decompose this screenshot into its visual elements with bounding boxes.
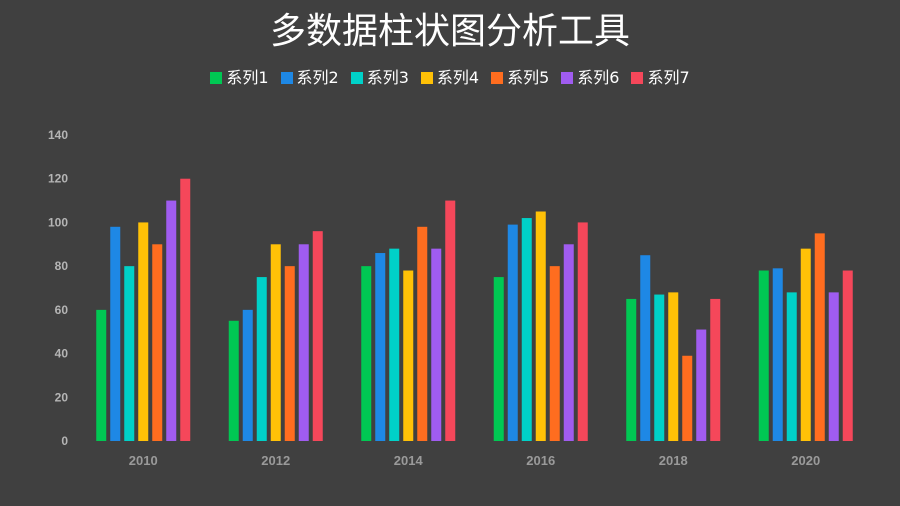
bar	[375, 253, 386, 441]
bar	[124, 266, 135, 441]
bar	[521, 218, 532, 441]
y-tick-label: 80	[55, 259, 69, 273]
bar	[577, 222, 588, 441]
bar	[842, 270, 853, 441]
bar	[96, 309, 107, 441]
bar	[654, 294, 665, 441]
x-tick-label: 2012	[261, 453, 290, 468]
legend-label: 系列4	[436, 68, 480, 87]
legend-label: 系列6	[577, 68, 620, 87]
bar	[828, 292, 839, 441]
bar	[696, 329, 707, 441]
bar	[110, 226, 121, 441]
y-tick-label: 100	[48, 215, 68, 229]
legend-item: 系列6	[561, 68, 619, 88]
x-tick-label: 2010	[129, 453, 158, 468]
x-tick-label: 2014	[394, 453, 424, 468]
legend-label: 系列1	[226, 68, 269, 87]
legend-item: 系列5	[491, 68, 549, 88]
bar	[507, 224, 518, 441]
bar	[640, 255, 651, 441]
bar	[563, 244, 574, 441]
legend-swatch	[561, 72, 574, 84]
legend-label: 系列7	[647, 68, 690, 87]
bar	[772, 268, 783, 441]
chart-title: 多数据柱状图分析工具	[269, 11, 630, 52]
legend-swatch	[631, 72, 644, 84]
bar	[493, 277, 504, 441]
y-tick-label: 120	[48, 172, 68, 186]
bar	[431, 248, 442, 441]
bar	[242, 309, 253, 441]
bar	[549, 266, 560, 441]
x-tick-label: 2016	[526, 453, 555, 468]
bar	[152, 244, 163, 441]
legend-label: 系列3	[366, 68, 409, 87]
bar	[389, 248, 400, 441]
legend: 系列1 系列2 系列3 系列4 系列5 系列6 系列7	[0, 68, 900, 88]
legend-swatch	[420, 72, 433, 84]
y-tick-label: 0	[61, 434, 68, 448]
bar	[786, 292, 797, 441]
y-tick-label: 40	[55, 347, 69, 361]
bar	[710, 298, 721, 441]
legend-item: 系列4	[420, 68, 480, 88]
bar	[403, 270, 414, 441]
bar	[284, 266, 295, 441]
legend-item: 系列1	[210, 68, 269, 88]
bar	[256, 277, 267, 441]
y-tick-label: 140	[48, 128, 68, 142]
bar	[361, 266, 372, 441]
legend-swatch	[491, 72, 504, 84]
y-tick-label: 60	[55, 303, 69, 317]
x-tick-label: 2020	[791, 453, 820, 468]
bar	[814, 233, 825, 441]
bar	[417, 226, 428, 441]
bar	[758, 270, 769, 441]
legend-item: 系列7	[631, 68, 690, 88]
legend-label: 系列2	[296, 68, 339, 87]
legend-swatch	[280, 72, 293, 84]
legend-item: 系列2	[280, 68, 339, 88]
bar	[682, 355, 693, 441]
bar	[180, 178, 191, 441]
legend-item: 系列3	[350, 68, 409, 88]
x-tick-label: 2018	[659, 453, 688, 468]
y-tick-label: 20	[55, 390, 69, 404]
bar	[138, 222, 149, 441]
bar	[298, 244, 309, 441]
legend-swatch	[350, 72, 363, 84]
bar	[535, 211, 546, 441]
bar	[668, 292, 679, 441]
bar	[445, 200, 456, 441]
legend-swatch	[210, 72, 223, 84]
bar	[312, 231, 323, 441]
bar	[228, 320, 239, 441]
bar	[270, 244, 281, 441]
bar	[166, 200, 177, 441]
bar	[800, 248, 811, 441]
bar	[626, 298, 637, 441]
legend-label: 系列5	[507, 68, 550, 87]
